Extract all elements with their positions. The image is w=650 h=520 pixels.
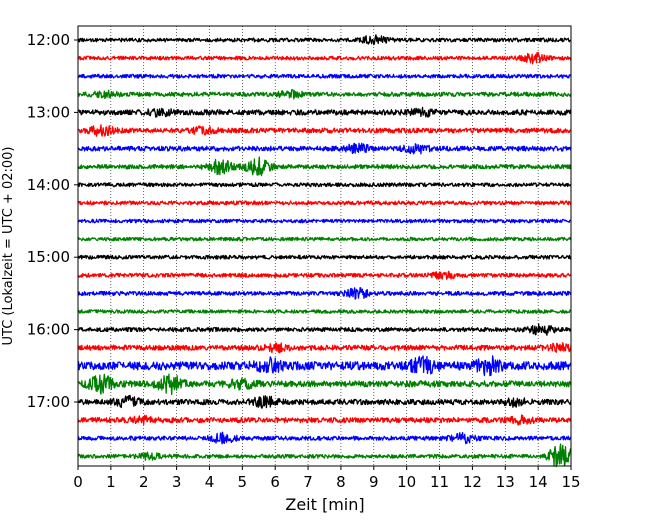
- x-tick-label: 2: [139, 473, 149, 491]
- trace-1730: [77, 431, 572, 445]
- trace-1715: [77, 414, 572, 426]
- x-tick-label: 7: [303, 473, 313, 491]
- x-tick-label: 1: [106, 473, 116, 491]
- trace-1445: [77, 236, 572, 242]
- y-tick-label: 16:00: [27, 321, 70, 339]
- y-tick-label: 17:00: [27, 393, 70, 411]
- y-tick-label: 15:00: [27, 248, 70, 266]
- x-tick-label: 9: [369, 473, 379, 491]
- x-tick-label: 10: [397, 473, 416, 491]
- seismic-traces: [77, 34, 572, 468]
- trace-1700: [77, 394, 572, 409]
- trace-1600: [77, 323, 572, 336]
- x-tick-label: 3: [172, 473, 182, 491]
- trace-1315: [77, 124, 572, 137]
- x-tick-label: 0: [73, 473, 83, 491]
- trace-1545: [77, 309, 572, 314]
- x-tick-label: 6: [270, 473, 280, 491]
- trace-1515: [77, 270, 572, 280]
- x-tick-label: 13: [496, 473, 515, 491]
- trace-1400: [77, 182, 572, 188]
- trace-1500: [77, 254, 572, 260]
- trace-1200: [77, 34, 572, 46]
- trace-1530: [77, 287, 572, 300]
- x-axis-ticks: 0 1 2 3 4 5 6 7 8 9 10 11 12 13 14 15: [73, 466, 581, 491]
- x-tick-label: 8: [336, 473, 346, 491]
- trace-1230: [77, 73, 572, 79]
- x-axis-label: Zeit [min]: [285, 495, 364, 514]
- trace-1645: [77, 373, 572, 396]
- vertical-grid: [110, 26, 539, 466]
- trace-1745: [77, 443, 572, 468]
- y-axis-ticks: 12:00 13:00 14:00 15:00 16:00 17:00: [27, 31, 78, 411]
- trace-1345: [77, 156, 572, 177]
- x-tick-label: 4: [205, 473, 215, 491]
- y-axis-label: UTC (Lokalzeit = UTC + 02:00): [1, 147, 16, 346]
- trace-1615: [77, 342, 572, 354]
- x-tick-label: 14: [529, 473, 548, 491]
- trace-1245: [77, 89, 572, 100]
- trace-1330: [77, 142, 572, 155]
- x-tick-label: 15: [561, 473, 580, 491]
- x-tick-label: 12: [463, 473, 482, 491]
- trace-1430: [77, 218, 572, 224]
- y-tick-label: 13:00: [27, 103, 70, 121]
- y-tick-label: 14:00: [27, 176, 70, 194]
- x-tick-label: 5: [238, 473, 248, 491]
- trace-1300: [77, 106, 572, 118]
- trace-1630: [77, 355, 572, 377]
- plot-frame: [77, 25, 572, 467]
- y-tick-label: 12:00: [27, 31, 70, 49]
- x-tick-label: 11: [430, 473, 449, 491]
- trace-1415: [77, 200, 572, 206]
- trace-1215: [77, 51, 572, 65]
